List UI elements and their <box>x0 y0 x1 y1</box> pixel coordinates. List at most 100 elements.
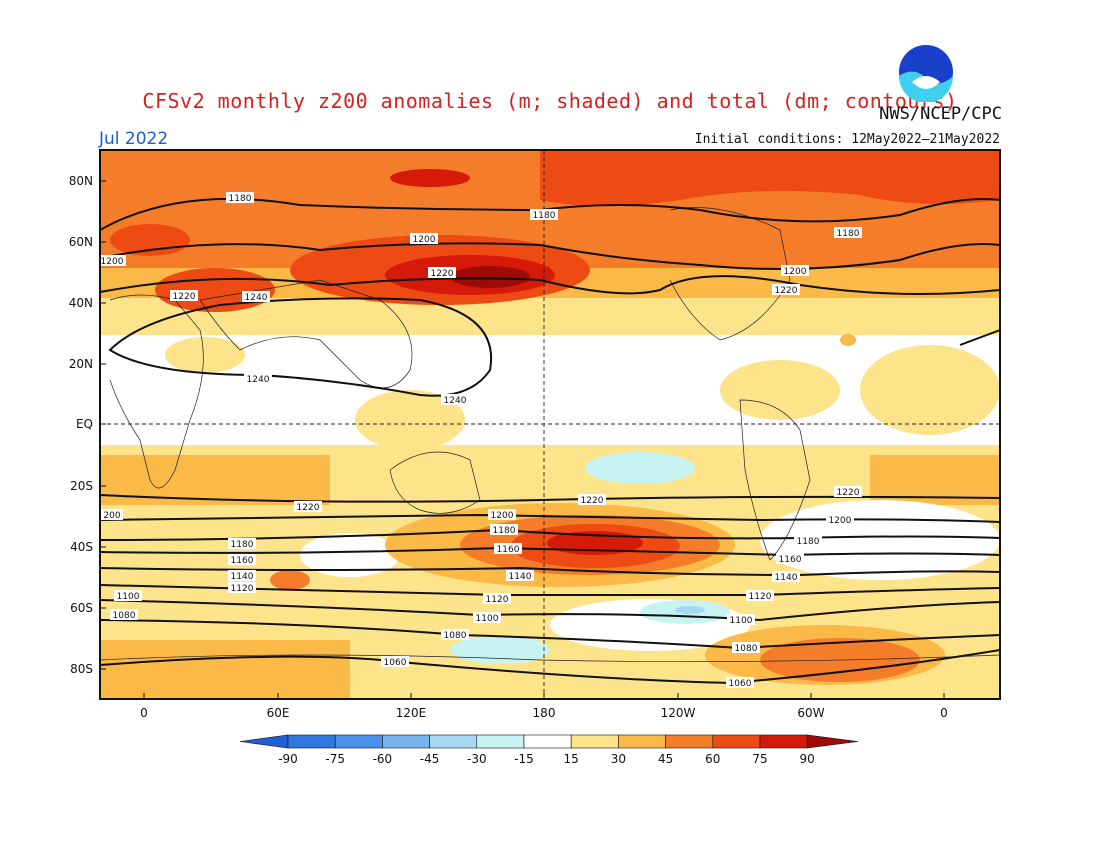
lat-tick-label: 80N <box>69 174 93 188</box>
contour-label-bg <box>428 267 456 278</box>
contour-label: 1140 <box>775 573 798 583</box>
lon-tick-label: 120W <box>661 706 696 720</box>
colorbar-segment <box>429 734 478 749</box>
agency-label: NWS/NCEP/CPC <box>879 104 1002 124</box>
contour-label-bg <box>110 609 138 620</box>
contour-label: 1180 <box>797 537 820 547</box>
contour-label: 1240 <box>245 293 268 303</box>
contour-label: 1180 <box>493 526 516 536</box>
contour-label: 200 <box>103 511 120 521</box>
contour-label-bg <box>98 255 126 266</box>
colorbar-label: -60 <box>373 752 393 766</box>
contour-label-bg <box>483 593 511 604</box>
contour-label-bg <box>494 543 522 554</box>
colorbar-segment <box>712 734 761 749</box>
contour-label: 1100 <box>476 614 499 624</box>
contour-label: 1120 <box>749 592 772 602</box>
contour-label-bg <box>726 677 754 688</box>
lon-tick-label: 0 <box>140 706 148 720</box>
contour-label-bg <box>530 209 558 220</box>
colorbar-segment <box>334 734 383 749</box>
colorbar-segment <box>287 734 336 749</box>
contour-label: 1200 <box>491 511 514 521</box>
lon-tick-label: 180 <box>533 706 556 720</box>
contour-label-bg <box>490 524 518 535</box>
contour-label-bg <box>228 582 256 593</box>
lat-tick-label: 20N <box>69 357 93 371</box>
contour-label: 1080 <box>735 644 758 654</box>
contour-label: 1220 <box>173 292 196 302</box>
contour-label: 1160 <box>497 545 520 555</box>
contour-label: 1220 <box>431 269 454 279</box>
contour-label-bg <box>226 192 254 203</box>
contour-label: 1200 <box>413 235 436 245</box>
colorbar-label: 15 <box>564 752 579 766</box>
contour-label-bg <box>578 494 606 505</box>
contour-label-bg <box>242 291 270 302</box>
lon-tick-label: 120E <box>396 706 427 720</box>
contour-label: 1060 <box>729 679 752 689</box>
contour-label-bg <box>772 284 800 295</box>
contour-label-bg <box>781 265 809 276</box>
contour-label-bg <box>772 571 800 582</box>
colorbar-segment <box>476 734 525 749</box>
lon-tick-label: 60W <box>797 706 824 720</box>
contour-label-bg <box>834 227 862 238</box>
contour-label: 1220 <box>297 503 320 513</box>
colorbar-label: 90 <box>800 752 815 766</box>
colorbar-label: -90 <box>278 752 298 766</box>
contour-label: 1160 <box>779 555 802 565</box>
contour-label-bg <box>294 501 322 512</box>
colorbar-label: -75 <box>325 752 345 766</box>
lon-tick-label: 60E <box>267 706 290 720</box>
lat-tick-label: 60S <box>70 601 93 615</box>
contour-label-bg <box>441 394 469 405</box>
contour-label-bg <box>746 590 774 601</box>
contour-label: 1240 <box>444 396 467 406</box>
contour-label: 1220 <box>837 488 860 498</box>
month-label: Jul 2022 <box>99 129 169 149</box>
contour-label-bg <box>732 642 760 653</box>
contour-label: 1180 <box>837 229 860 239</box>
contour-label: 1100 <box>117 592 140 602</box>
contour-label-bg <box>727 614 755 625</box>
contour-label-bg <box>826 514 854 525</box>
colorbar-label: -30 <box>467 752 487 766</box>
colorbar-segment <box>523 734 572 749</box>
contour-label-bg <box>410 233 438 244</box>
colorbar-label: 45 <box>658 752 673 766</box>
colorbar-arrow-right <box>806 734 859 749</box>
initial-conditions-label: Initial conditions: 12May2022–21May2022 <box>694 132 1000 147</box>
lat-tick-label: 60N <box>69 235 93 249</box>
contour-label-bg <box>228 570 256 581</box>
contour-label: 1220 <box>581 496 604 506</box>
contour-label: 1180 <box>229 194 252 204</box>
contour-label-bg <box>776 553 804 564</box>
contour-label: 1220 <box>775 286 798 296</box>
contour-label: 1080 <box>113 611 136 621</box>
colorbar-arrow-left <box>239 734 289 749</box>
longitude-ticks: 0 60E 120E 180 120W 60W 0 <box>140 693 948 720</box>
contour-label-bg <box>244 373 272 384</box>
contour-label-bg <box>114 590 142 601</box>
contour-label-bg <box>381 656 409 667</box>
colorbar-segment <box>570 734 619 749</box>
colorbar-label: 75 <box>752 752 767 766</box>
contour-label-bg <box>228 538 256 549</box>
contour-label: 1140 <box>509 572 532 582</box>
colorbar-segment <box>618 734 666 749</box>
contour-label-bg <box>473 612 501 623</box>
colorbar-segment <box>382 734 430 749</box>
colorbar-label: -15 <box>514 752 534 766</box>
chart-title: CFSv2 monthly z200 anomalies (m; shaded)… <box>142 89 958 113</box>
lat-tick-label: 40N <box>69 296 93 310</box>
contour-label-bg <box>441 629 469 640</box>
contour-label: 1120 <box>486 595 509 605</box>
contour-label: 1100 <box>730 616 753 626</box>
contour-label-bg <box>794 535 822 546</box>
contour-labels: 1180 1180 1180 1200 1200 1200 1220 1220 1220 1240… <box>98 192 862 689</box>
contour-label-bg <box>228 554 256 565</box>
contour-label-bg <box>506 570 534 581</box>
contour-label: 1080 <box>444 631 467 641</box>
